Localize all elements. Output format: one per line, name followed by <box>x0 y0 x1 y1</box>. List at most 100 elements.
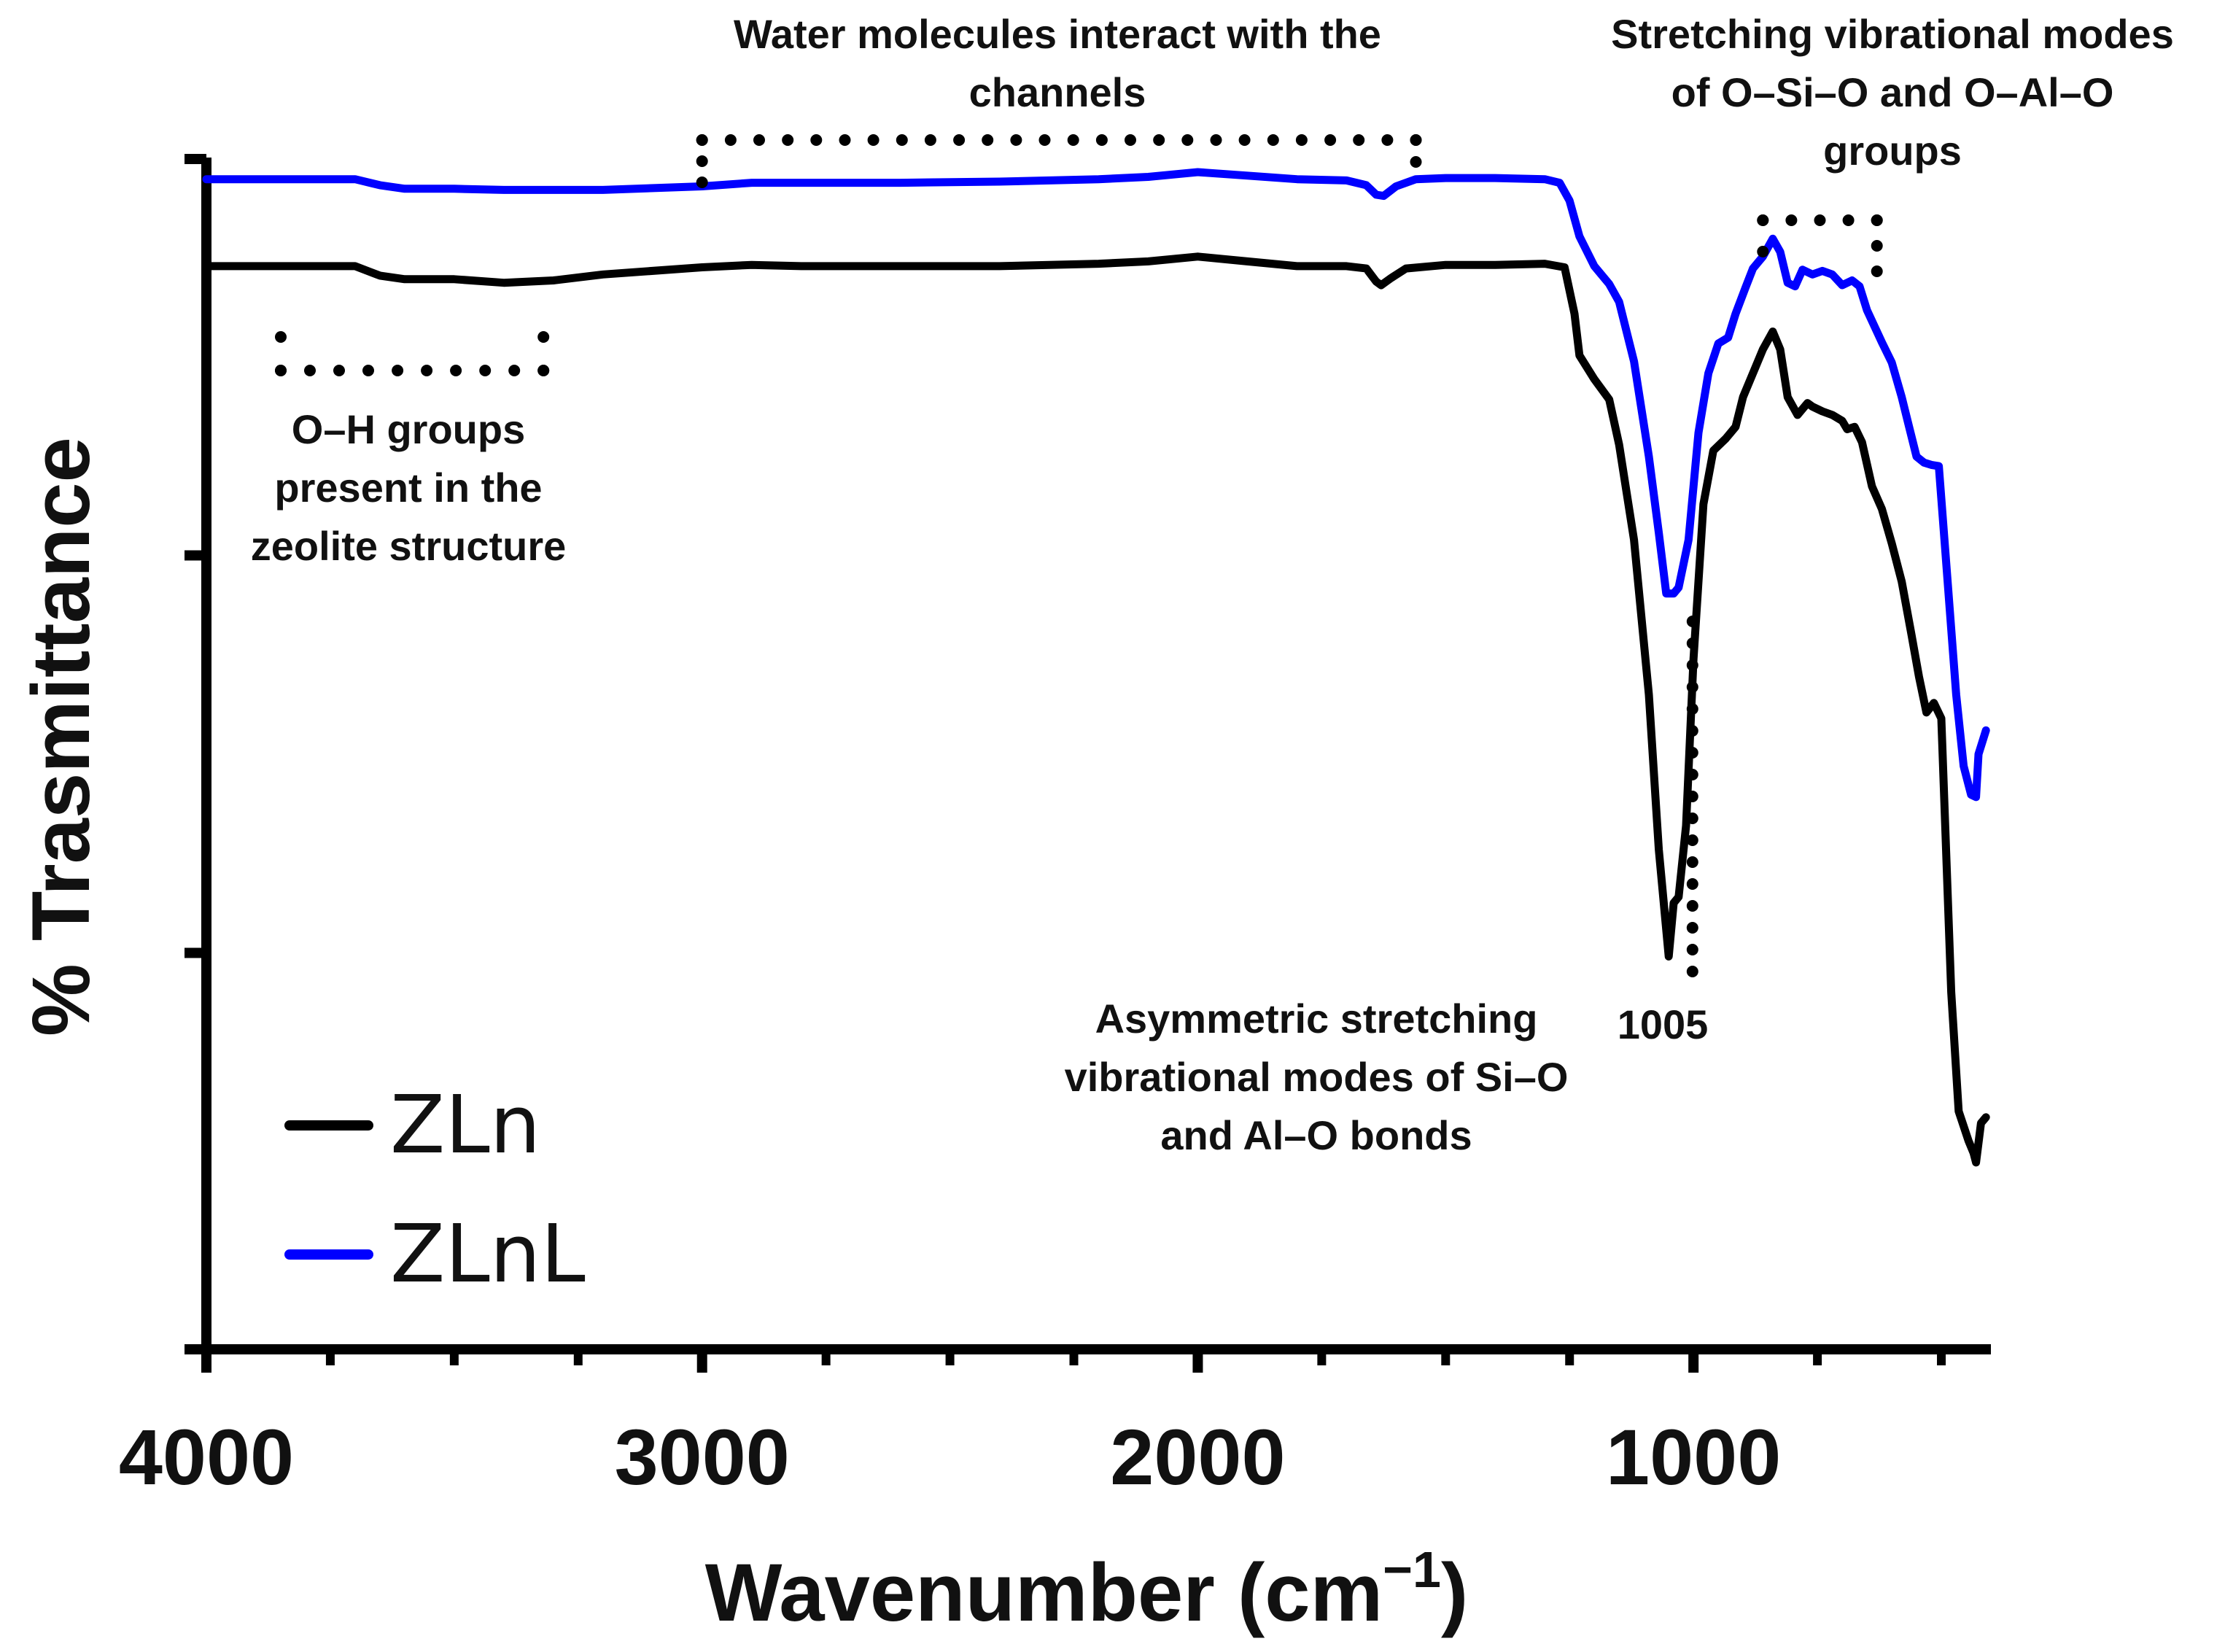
annotation-oh-line-1: O–H groups <box>292 406 525 452</box>
y-axis-title: % Trasmittance <box>15 437 106 1036</box>
bracket-stretch-right-dot <box>1871 240 1883 252</box>
bracket-water-left-dot <box>696 177 708 188</box>
peak-label-1005: 1005 <box>1618 1001 1709 1047</box>
bracket-oh-right-dot <box>537 331 550 343</box>
x-axis-title-superscript: −1 <box>1383 1541 1441 1598</box>
x-tick-labels: 4000 3000 2000 1000 <box>119 1413 1781 1501</box>
peak-marker-1005-dot <box>1686 616 1698 627</box>
bracket-water-dot <box>1038 134 1051 146</box>
bracket-water-dot <box>1324 134 1337 146</box>
bracket-oh-dot <box>304 365 316 376</box>
legend-label-zlnl: ZLnL <box>390 1207 586 1300</box>
series-layer <box>202 168 1990 1167</box>
x-axis-title-close: ) <box>1441 1547 1468 1638</box>
series-line-zln <box>202 252 1990 1167</box>
annotation-oh-line-3: zeolite structure <box>251 523 567 569</box>
bracket-water-dot <box>1181 134 1194 146</box>
bracket-stretch-right <box>1871 214 1883 277</box>
bracket-oh-dot <box>450 365 462 376</box>
legend: ZLn ZLnL <box>284 1078 586 1300</box>
annotation-markers <box>275 134 1883 977</box>
peak-marker-1005-dot <box>1686 725 1698 737</box>
annotation-stretch-line-2: of O–Si–O and O–Al–O <box>1671 69 2114 115</box>
bracket-water-dot <box>1210 134 1222 146</box>
bracket-water-dot <box>1010 134 1022 146</box>
bracket-water-dot <box>1125 134 1136 146</box>
bracket-water-dot <box>924 134 936 146</box>
bracket-stretch-left <box>1757 214 1769 257</box>
bracket-water-left-dot <box>696 134 708 146</box>
bracket-water <box>696 134 1422 146</box>
bracket-oh-dot <box>392 365 404 376</box>
bracket-oh-left-dot <box>275 365 287 376</box>
series-line-zlnl <box>202 168 1990 802</box>
bracket-water-right <box>1410 134 1422 168</box>
bracket-water-dot <box>724 134 737 146</box>
annotation-asym: Asymmetric stretching vibrational modes … <box>1065 996 1709 1158</box>
annotation-asym-line-3: and Al–O bonds <box>1160 1112 1472 1158</box>
bracket-stretch-dot <box>1842 214 1855 226</box>
x-tick-label-3000: 3000 <box>615 1413 790 1501</box>
annotation-water: Water molecules interact with the channe… <box>734 11 1381 115</box>
annotation-asym-line-2: vibrational modes of Si–O <box>1065 1054 1569 1100</box>
peak-marker-1005-dot <box>1686 681 1698 693</box>
annotation-stretch-line-1: Stretching vibrational modes <box>1611 11 2174 57</box>
bracket-stretch <box>1757 214 1883 226</box>
x-tick-label-2000: 2000 <box>1110 1413 1285 1501</box>
bracket-water-dot <box>867 134 879 146</box>
bracket-water-dot <box>1095 134 1108 146</box>
bracket-stretch-left-dot <box>1757 246 1769 257</box>
bracket-water-dot <box>782 134 794 146</box>
peak-marker-1005-dot <box>1686 834 1698 846</box>
peak-marker-1005-dot <box>1686 966 1698 977</box>
x-tick-label-1000: 1000 <box>1606 1413 1781 1501</box>
peak-marker-1005-dot <box>1686 747 1698 759</box>
annotation-water-line-1: Water molecules interact with the <box>734 11 1381 57</box>
bracket-water-dot <box>1238 134 1251 146</box>
annotation-stretch-line-3: groups <box>1823 128 1962 174</box>
bracket-oh-dot <box>479 365 492 376</box>
annotation-oh-line-2: present in the <box>274 465 542 511</box>
bracket-water-dot <box>896 134 908 146</box>
annotation-asym-line-1: Asymmetric stretching <box>1095 996 1538 1042</box>
annotation-stretch: Stretching vibrational modes of O–Si–O a… <box>1611 11 2174 174</box>
bracket-stretch-right-dot <box>1871 214 1883 226</box>
axes <box>185 154 1991 1373</box>
peak-marker-1005-dot <box>1686 813 1698 824</box>
bracket-oh-left-dot <box>275 331 287 343</box>
bracket-oh-left <box>275 331 287 376</box>
bracket-water-dot <box>953 134 966 146</box>
bracket-stretch-left-dot <box>1757 214 1769 226</box>
bracket-stretch-dot <box>1785 214 1798 226</box>
bracket-water-right-dot <box>1410 156 1422 168</box>
bracket-oh-dot <box>421 365 433 376</box>
bracket-oh-right-dot <box>537 365 550 376</box>
peak-marker-1005-dot <box>1686 637 1698 649</box>
bracket-stretch-dot <box>1814 214 1826 226</box>
legend-label-zln: ZLn <box>390 1078 540 1171</box>
bracket-water-dot <box>1353 134 1365 146</box>
peak-marker-1005-dot <box>1686 944 1698 955</box>
bracket-water-right-dot <box>1410 134 1422 146</box>
peak-marker-1005-dot <box>1686 659 1698 671</box>
peak-marker-1005-dot <box>1686 878 1698 890</box>
bracket-water-left-dot <box>696 155 708 167</box>
x-axis-title: Wavenumber (cm−1) <box>705 1541 1469 1638</box>
bracket-water-dot <box>753 134 765 146</box>
bracket-water-dot <box>1381 134 1394 146</box>
bracket-water-left <box>696 134 708 188</box>
peak-marker-1005-dot <box>1686 703 1698 715</box>
x-tick-label-4000: 4000 <box>119 1413 294 1501</box>
bracket-oh-dot <box>333 365 345 376</box>
bracket-water-dot <box>1067 134 1079 146</box>
bracket-oh-dot <box>508 365 521 376</box>
bracket-water-dot <box>1295 134 1308 146</box>
bracket-water-dot <box>810 134 823 146</box>
bracket-water-dot <box>1267 134 1279 146</box>
bracket-stretch-right-dot <box>1871 265 1883 277</box>
peak-marker-1005-dot <box>1686 856 1698 868</box>
bracket-oh-dot <box>362 365 374 376</box>
peak-marker-1005-dot <box>1686 769 1698 780</box>
annotation-water-line-2: channels <box>969 69 1146 115</box>
